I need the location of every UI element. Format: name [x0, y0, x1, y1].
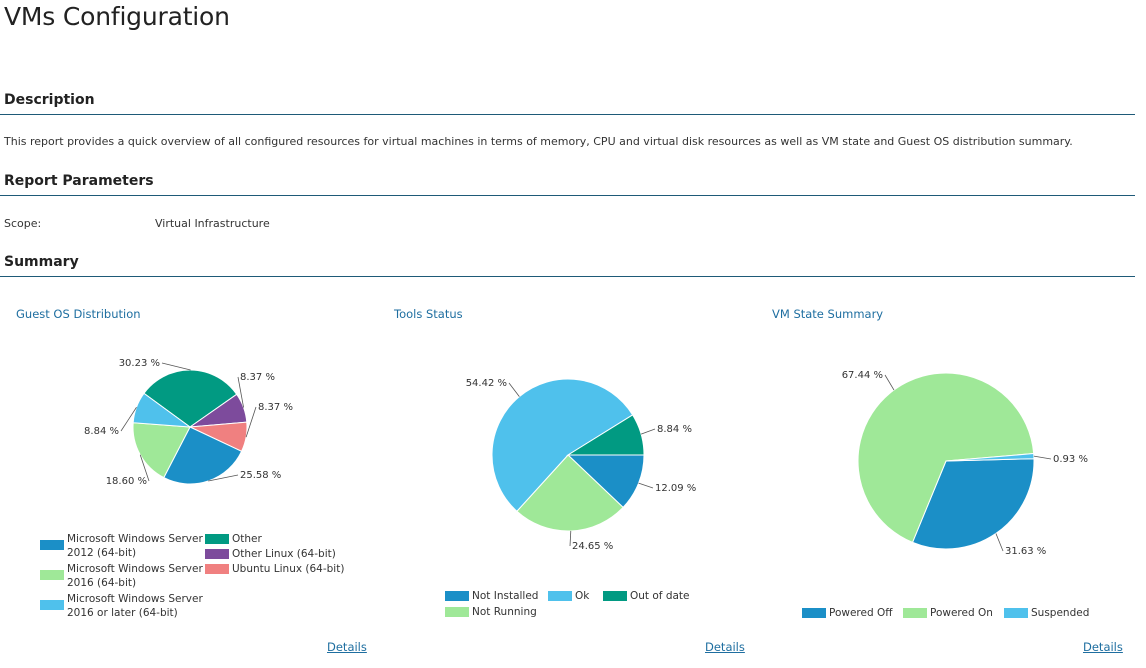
scope-label: Scope: — [4, 217, 42, 230]
description-divider — [0, 114, 1135, 115]
legend-swatch — [603, 591, 627, 601]
slice-value-label: 31.63 % — [1005, 546, 1046, 557]
legend-swatch — [40, 570, 64, 580]
pie-2: 67.44 % 0.93 % 31.63 % — [842, 370, 1088, 557]
leader-line — [161, 362, 191, 371]
slice-value-label: 54.42 % — [466, 378, 507, 389]
legend-label: Powered Off — [829, 607, 893, 619]
report-parameters-heading: Report Parameters — [4, 173, 154, 189]
slice-value-label: 18.60 % — [106, 476, 147, 487]
leader-line — [508, 382, 520, 397]
scope-value: Virtual Infrastructure — [155, 217, 270, 230]
legend-label: Not Installed — [472, 590, 539, 602]
legend-label: Microsoft Windows Server 2016 (64-bit) — [67, 563, 203, 589]
legend-swatch — [802, 608, 826, 618]
pie-slice — [132, 422, 191, 479]
pie-slice — [945, 453, 1035, 462]
legend-label: Other Linux (64-bit) — [232, 548, 336, 560]
legend-swatch — [40, 600, 64, 610]
legend-label: Not Running — [472, 606, 537, 618]
slice-value-label: 8.84 % — [84, 426, 119, 437]
legend-swatch — [445, 607, 469, 617]
report-parameters-divider — [0, 195, 1135, 196]
pie-0: 30.23 % 8.37 % 8.37 % 25.58 % 18.60 % 8.84 % — [84, 358, 293, 487]
leader-line — [139, 454, 150, 482]
details-link[interactable]: Details — [1083, 640, 1123, 654]
legend-swatch — [1004, 608, 1028, 618]
leader-line — [245, 406, 257, 438]
legend-label: Powered On — [930, 607, 993, 619]
legend-swatch — [205, 564, 229, 574]
legend-swatch — [903, 608, 927, 618]
slice-value-label: 24.65 % — [572, 541, 613, 552]
pie-slice — [857, 372, 1035, 544]
slice-value-label: 8.37 % — [258, 402, 293, 413]
legend-swatch — [40, 540, 64, 550]
slice-value-label: 25.58 % — [240, 470, 281, 481]
page-title: VMs Configuration — [4, 2, 230, 31]
legend-label: Microsoft Windows Server 2012 (64-bit) — [67, 533, 203, 559]
leader-line — [208, 474, 239, 482]
pie-slice — [491, 378, 634, 512]
legend-label: Ok — [575, 590, 590, 602]
legend-label: Out of date — [630, 590, 690, 602]
slice-value-label: 8.37 % — [240, 372, 275, 383]
description-text: This report provides a quick overview of… — [4, 135, 1073, 148]
chart-title: Guest OS Distribution — [16, 307, 141, 321]
legend-label: Suspended — [1031, 607, 1090, 619]
leader-line — [237, 376, 244, 408]
details-link[interactable]: Details — [327, 640, 367, 654]
details-link[interactable]: Details — [705, 640, 745, 654]
leader-line — [995, 533, 1004, 552]
slice-value-label: 67.44 % — [842, 370, 883, 381]
summary-divider — [0, 276, 1135, 277]
slice-value-label: 30.23 % — [119, 358, 160, 369]
leader-line — [1033, 455, 1052, 460]
chart-title: Tools Status — [394, 307, 463, 321]
summary-heading: Summary — [4, 254, 79, 270]
legend-label: Microsoft Windows Server 2016 or later (6… — [67, 593, 203, 619]
leader-line — [640, 428, 656, 435]
pie-slice — [163, 426, 243, 485]
leader-line — [638, 482, 654, 489]
legend-label: Other — [232, 533, 262, 545]
leader-line — [120, 407, 137, 432]
chart-title: VM State Summary — [772, 307, 884, 321]
slice-value-label: 12.09 % — [655, 483, 696, 494]
leader-line — [569, 530, 572, 547]
pie-slice — [516, 454, 624, 532]
slice-value-label: 8.84 % — [657, 424, 692, 435]
slice-value-label: 0.93 % — [1053, 454, 1088, 465]
legend-swatch — [445, 591, 469, 601]
description-heading: Description — [4, 92, 95, 108]
leader-line — [884, 374, 895, 391]
pie-slice — [911, 458, 1035, 550]
legend-swatch — [205, 534, 229, 544]
pie-1: 54.42 % 8.84 % 12.09 % 24.65 % — [466, 378, 697, 552]
legend-label: Ubuntu Linux (64-bit) — [232, 563, 345, 575]
legend-swatch — [548, 591, 572, 601]
legend-swatch — [205, 549, 229, 559]
